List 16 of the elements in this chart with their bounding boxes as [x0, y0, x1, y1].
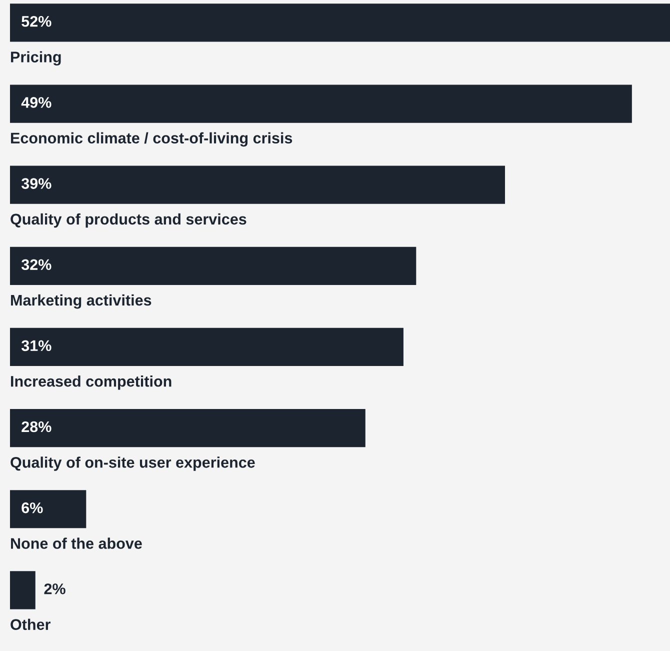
y-tick-label: None of the above	[11, 538, 142, 549]
y-tick-label: Quality of products and services	[10, 213, 246, 228]
y-tick-label: Quality of on-site user experience	[10, 456, 255, 471]
data-label: 39%	[21, 178, 52, 189]
data-label: 6%	[22, 502, 43, 514]
data-label: 2%	[44, 583, 66, 594]
y-tick-label: Increased competition	[11, 376, 172, 390]
data-label: 52%	[22, 16, 52, 27]
y-tick-label: Pricing	[11, 51, 61, 66]
data-label: 49%	[21, 97, 52, 108]
y-tick-label: Economic climate / cost-of-living crisis	[11, 132, 292, 147]
y-tick-label: Other	[10, 618, 51, 630]
data-label: 32%	[21, 259, 52, 270]
data-label: 31%	[21, 340, 52, 352]
data-label: 28%	[22, 421, 52, 432]
y-tick-label: Marketing activities	[11, 294, 152, 309]
